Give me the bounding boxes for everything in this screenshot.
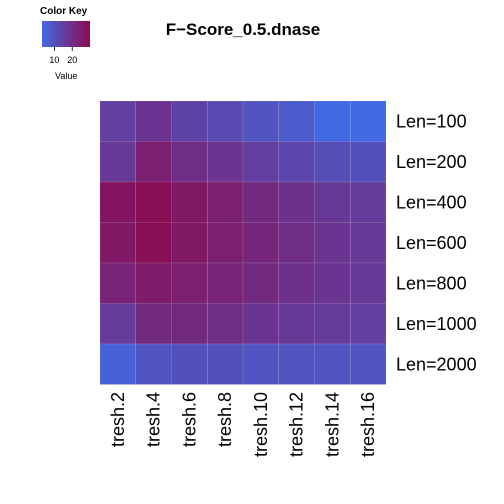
heatmap-cell bbox=[278, 141, 315, 183]
heatmap-cells bbox=[99, 100, 387, 385]
row-label: Len=200 bbox=[396, 152, 467, 172]
heatmap-cell bbox=[242, 303, 280, 345]
heatmap-cell bbox=[278, 262, 315, 304]
color-key-title: Color Key bbox=[40, 6, 88, 17]
color-key-ticks: 10 20 bbox=[49, 47, 77, 65]
row-label: Len=600 bbox=[396, 233, 467, 253]
color-key: Color Key 10 20 Value bbox=[40, 6, 90, 81]
color-key-tick-label: 10 bbox=[49, 55, 59, 65]
heatmap-cell bbox=[135, 100, 172, 142]
heatmap-cell bbox=[171, 100, 208, 142]
heatmap-cell bbox=[135, 222, 172, 264]
heatmap-cell bbox=[135, 303, 172, 345]
heatmap-cell bbox=[242, 262, 280, 304]
heatmap-cell bbox=[242, 343, 280, 385]
color-key-xlabel: Value bbox=[55, 71, 77, 81]
heatmap-cell bbox=[242, 141, 280, 183]
heatmap-cell bbox=[206, 141, 244, 183]
column-label: tresh.2 bbox=[108, 392, 128, 447]
color-key-gradient bbox=[42, 21, 90, 47]
column-label: tresh.4 bbox=[144, 392, 164, 447]
row-label: Len=400 bbox=[396, 192, 467, 212]
heatmap-cell bbox=[206, 222, 244, 264]
heatmap-cell bbox=[278, 100, 315, 142]
heatmap-cell bbox=[349, 262, 387, 304]
heatmap-cell bbox=[349, 181, 387, 223]
color-key-tick-label: 20 bbox=[67, 55, 77, 65]
heatmap-cell bbox=[314, 141, 351, 183]
heatmap-cell bbox=[171, 303, 208, 345]
heatmap-cell bbox=[99, 141, 137, 183]
heatmap-cell bbox=[278, 181, 315, 223]
heatmap-cell bbox=[314, 262, 351, 304]
heatmap-cell bbox=[206, 181, 244, 223]
heatmap-cell bbox=[206, 262, 244, 304]
heatmap-cell bbox=[314, 303, 351, 345]
heatmap-cell bbox=[206, 100, 244, 142]
heatmap-cell bbox=[99, 262, 137, 304]
heatmap-cell bbox=[314, 100, 351, 142]
column-label: tresh.16 bbox=[358, 392, 378, 457]
heatmap-cell bbox=[349, 343, 387, 385]
column-label: tresh.14 bbox=[322, 392, 342, 457]
row-labels: Len=100 Len=200 Len=400 Len=600 Len=800 Len=1… bbox=[396, 111, 477, 374]
column-label: tresh.6 bbox=[179, 392, 199, 447]
heatmap-cell bbox=[278, 222, 315, 264]
heatmap-cell bbox=[171, 141, 208, 183]
heatmap-cell bbox=[135, 181, 172, 223]
heatmap-cell bbox=[206, 343, 244, 385]
row-label: Len=100 bbox=[396, 111, 467, 131]
heatmap-cell bbox=[171, 222, 208, 264]
heatmap-cell bbox=[349, 100, 387, 142]
heatmap-cell bbox=[99, 222, 137, 264]
heatmap-cell bbox=[349, 222, 387, 264]
heatmap-cell bbox=[278, 303, 315, 345]
chart-title: F−Score_0.5.dnase bbox=[166, 20, 321, 39]
heatmap-cell bbox=[242, 222, 280, 264]
row-label: Len=1000 bbox=[396, 314, 477, 334]
column-label: tresh.12 bbox=[287, 392, 307, 457]
heatmap-cell bbox=[171, 262, 208, 304]
heatmap-cell bbox=[314, 181, 351, 223]
heatmap-cell bbox=[242, 100, 280, 142]
heatmap-cell bbox=[99, 303, 137, 345]
column-label: tresh.10 bbox=[251, 392, 271, 457]
heatmap-cell bbox=[278, 343, 315, 385]
heatmap-cell bbox=[135, 343, 172, 385]
heatmap-cell bbox=[349, 303, 387, 345]
heatmap-cell bbox=[314, 343, 351, 385]
heatmap-cell bbox=[171, 181, 208, 223]
heatmap-cell bbox=[314, 222, 351, 264]
heatmap-cell bbox=[349, 141, 387, 183]
heatmap-cell bbox=[99, 343, 137, 385]
heatmap-cell bbox=[171, 343, 208, 385]
row-label: Len=800 bbox=[396, 273, 467, 293]
row-label: Len=2000 bbox=[396, 354, 477, 374]
heatmap-cell bbox=[99, 100, 137, 142]
heatmap-cell bbox=[206, 303, 244, 345]
heatmap-cell bbox=[242, 181, 280, 223]
column-labels: tresh.2 tresh.4 tresh.6 tresh.8 tresh.10 tres… bbox=[108, 392, 378, 457]
heatmap-cell bbox=[135, 262, 172, 304]
heatmap-cell bbox=[135, 141, 172, 183]
column-label: tresh.8 bbox=[215, 392, 235, 447]
heatmap-cell bbox=[99, 181, 137, 223]
